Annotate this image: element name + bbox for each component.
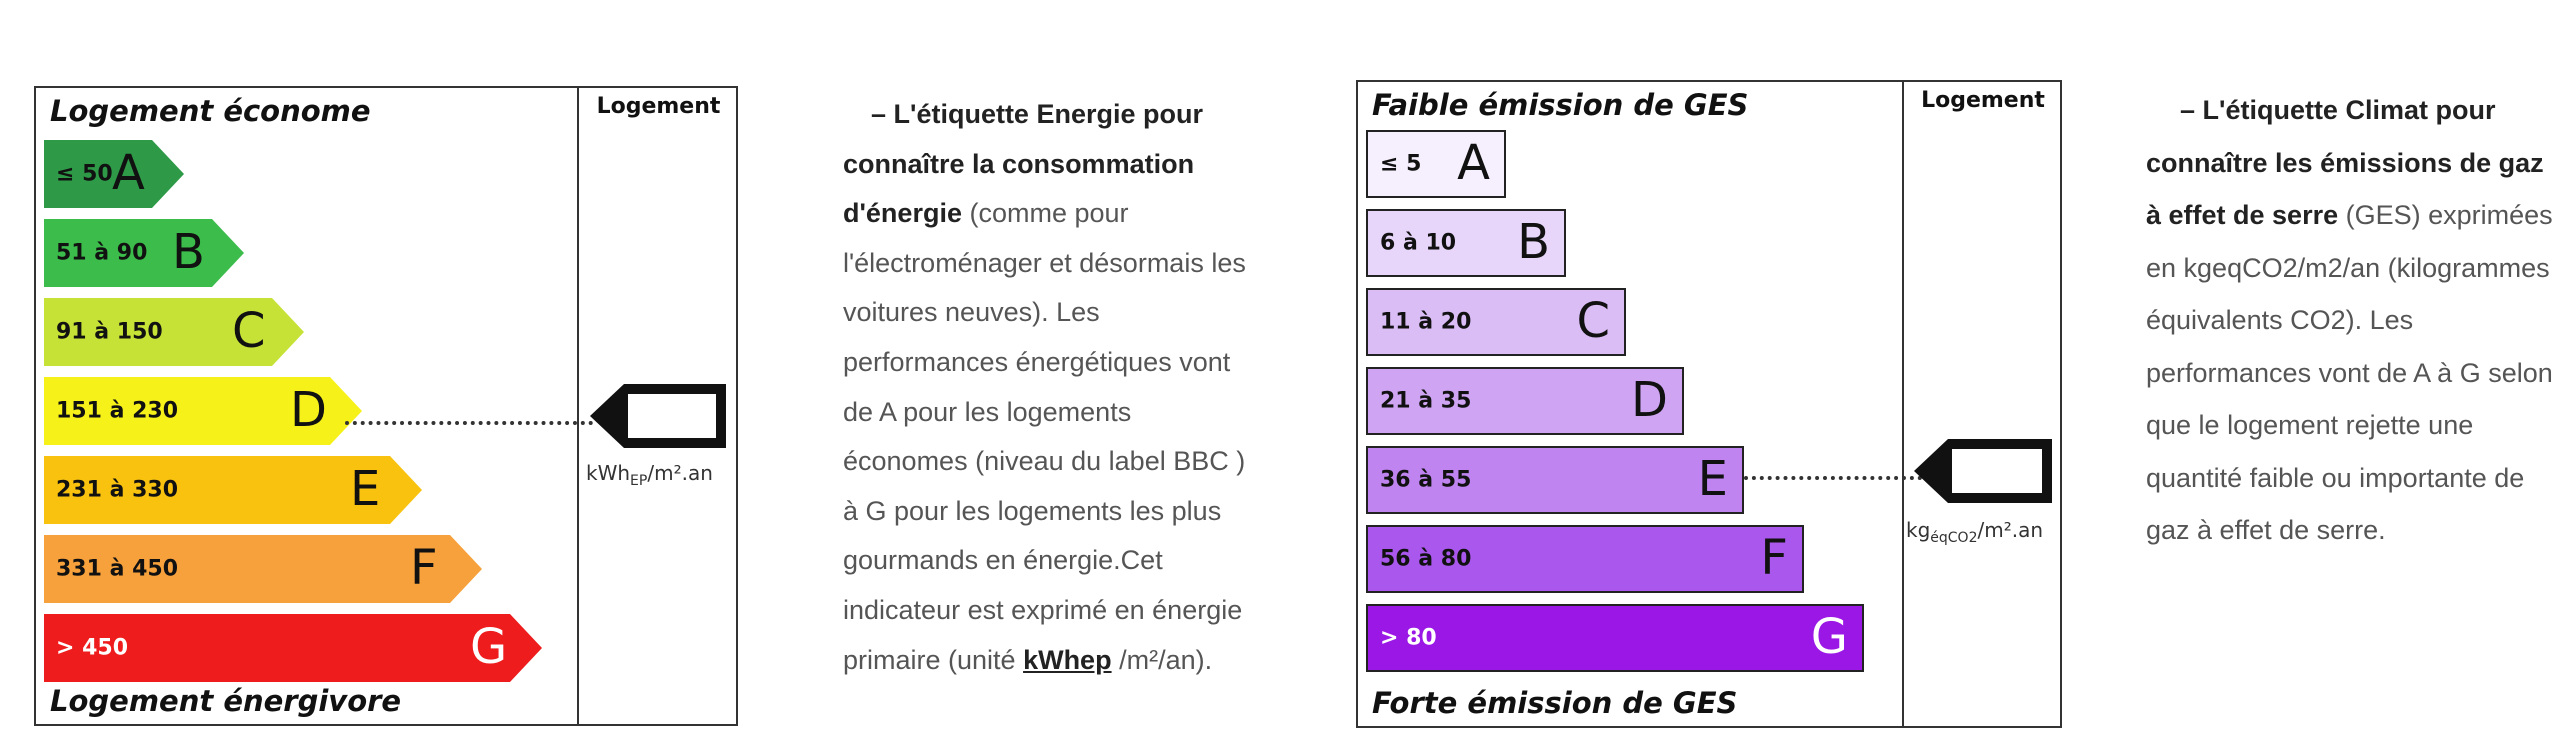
climate-label: Faible émission de GES Forte émission de… <box>1356 80 2062 728</box>
climate-unit-label: kgéqCO2/m².an <box>1906 518 2043 546</box>
climate-class-range-f: 56 à 80 <box>1380 546 1472 572</box>
climate-label-bottom-caption: Forte émission de GES <box>1372 686 1738 720</box>
energy-description: – L'étiquette Energie pour connaître la … <box>843 90 1263 685</box>
climate-class-letter-d: D <box>1631 372 1668 429</box>
climate-class-letter-c: C <box>1576 293 1610 350</box>
energy-class-range-g: > 450 <box>56 635 129 661</box>
climate-class-letter-g: G <box>1810 609 1848 666</box>
climate-label-divider <box>1902 82 1904 726</box>
energy-logement-header: Logement <box>596 94 721 119</box>
energy-indicator-line <box>345 421 593 425</box>
climate-class-bar-g: > 80 G <box>1366 604 1864 672</box>
climate-class-bar-d: 21 à 35 D <box>1366 367 1684 435</box>
energy-class-bar-b <box>44 219 244 287</box>
climate-unit-sub: éqCO2 <box>1930 530 1978 546</box>
climate-class-letter-a: A <box>1457 135 1490 192</box>
energy-class-letter-b: B <box>172 224 205 281</box>
energy-class-letter-f: F <box>410 540 438 597</box>
energy-class-bar-e <box>44 456 422 524</box>
climate-description-body: (GES) exprimées en kgeqCO2/m2/an (kilogr… <box>2146 200 2553 545</box>
climate-class-range-g: > 80 <box>1380 625 1437 651</box>
climate-class-letter-b: B <box>1517 214 1550 271</box>
climate-class-bar-e: 36 à 55 E <box>1366 446 1744 514</box>
energy-class-letter-c: C <box>232 303 266 360</box>
kwhep-link[interactable]: kWhep <box>1023 644 1112 675</box>
energy-description-dash: – <box>871 99 894 129</box>
climate-class-range-c: 11 à 20 <box>1380 309 1472 335</box>
energy-unit-tail: /m².an <box>647 461 713 485</box>
energy-class-letter-g: G <box>470 619 508 676</box>
energy-description-tail: /m²/an). <box>1111 644 1213 675</box>
climate-label-top-caption: Faible émission de GES <box>1372 88 1749 122</box>
energy-class-letter-d: D <box>290 382 327 439</box>
climate-class-range-d: 21 à 35 <box>1380 388 1472 414</box>
climate-class-bar-f: 56 à 80 F <box>1366 525 1804 593</box>
climate-class-range-a: ≤ 5 <box>1380 151 1422 177</box>
climate-unit-main: kg <box>1906 518 1931 542</box>
climate-unit-tail: /m².an <box>1977 518 2044 542</box>
climate-class-range-e: 36 à 55 <box>1380 467 1472 493</box>
energy-class-bar-a <box>44 140 184 208</box>
energy-class-letter-e: E <box>350 461 381 518</box>
energy-class-range-a: ≤ 50 <box>56 161 113 187</box>
energy-class-range-f: 331 à 450 <box>56 556 179 582</box>
energy-class-bar-c <box>44 298 304 366</box>
energy-label-divider <box>577 88 579 724</box>
energy-label-top-caption: Logement économe <box>50 94 371 128</box>
climate-indicator-line <box>1744 476 1922 480</box>
climate-class-bar-c: 11 à 20 C <box>1366 288 1626 356</box>
climate-class-letter-e: E <box>1697 451 1728 508</box>
energy-unit-main: kWh <box>586 461 631 485</box>
energy-indicator-arrow <box>590 384 726 448</box>
climate-class-range-b: 6 à 10 <box>1380 230 1457 256</box>
climate-description-dash: – <box>2180 95 2203 125</box>
energy-description-body: (comme pour l'électroménager et désormai… <box>843 198 1246 675</box>
energy-class-bar-g <box>44 614 542 682</box>
energy-class-range-b: 51 à 90 <box>56 240 148 266</box>
energy-class-range-c: 91 à 150 <box>56 319 163 345</box>
climate-description: – L'étiquette Climat pour connaître les … <box>2146 84 2561 557</box>
energy-class-letter-a: A <box>112 145 145 202</box>
energy-unit-label: kWhEP/m².an <box>586 461 713 489</box>
climate-class-bar-b: 6 à 10 B <box>1366 209 1566 277</box>
energy-unit-sub: EP <box>630 473 648 489</box>
climate-class-bar-a: ≤ 5 A <box>1366 130 1506 198</box>
energy-description-heading: L'étiquette Energie pour connaître la co… <box>843 99 1203 229</box>
energy-class-bar-f <box>44 535 482 603</box>
climate-description-heading: L'étiquette Climat pour connaître les ém… <box>2146 95 2544 230</box>
climate-class-letter-f: F <box>1760 530 1788 587</box>
climate-indicator-arrow <box>1914 439 2052 503</box>
energy-class-range-e: 231 à 330 <box>56 477 179 503</box>
energy-label-bottom-caption: Logement énergivore <box>50 684 402 718</box>
energy-class-range-d: 151 à 230 <box>56 398 179 424</box>
energy-class-bar-d <box>44 377 362 445</box>
climate-logement-header: Logement <box>1921 88 2045 113</box>
